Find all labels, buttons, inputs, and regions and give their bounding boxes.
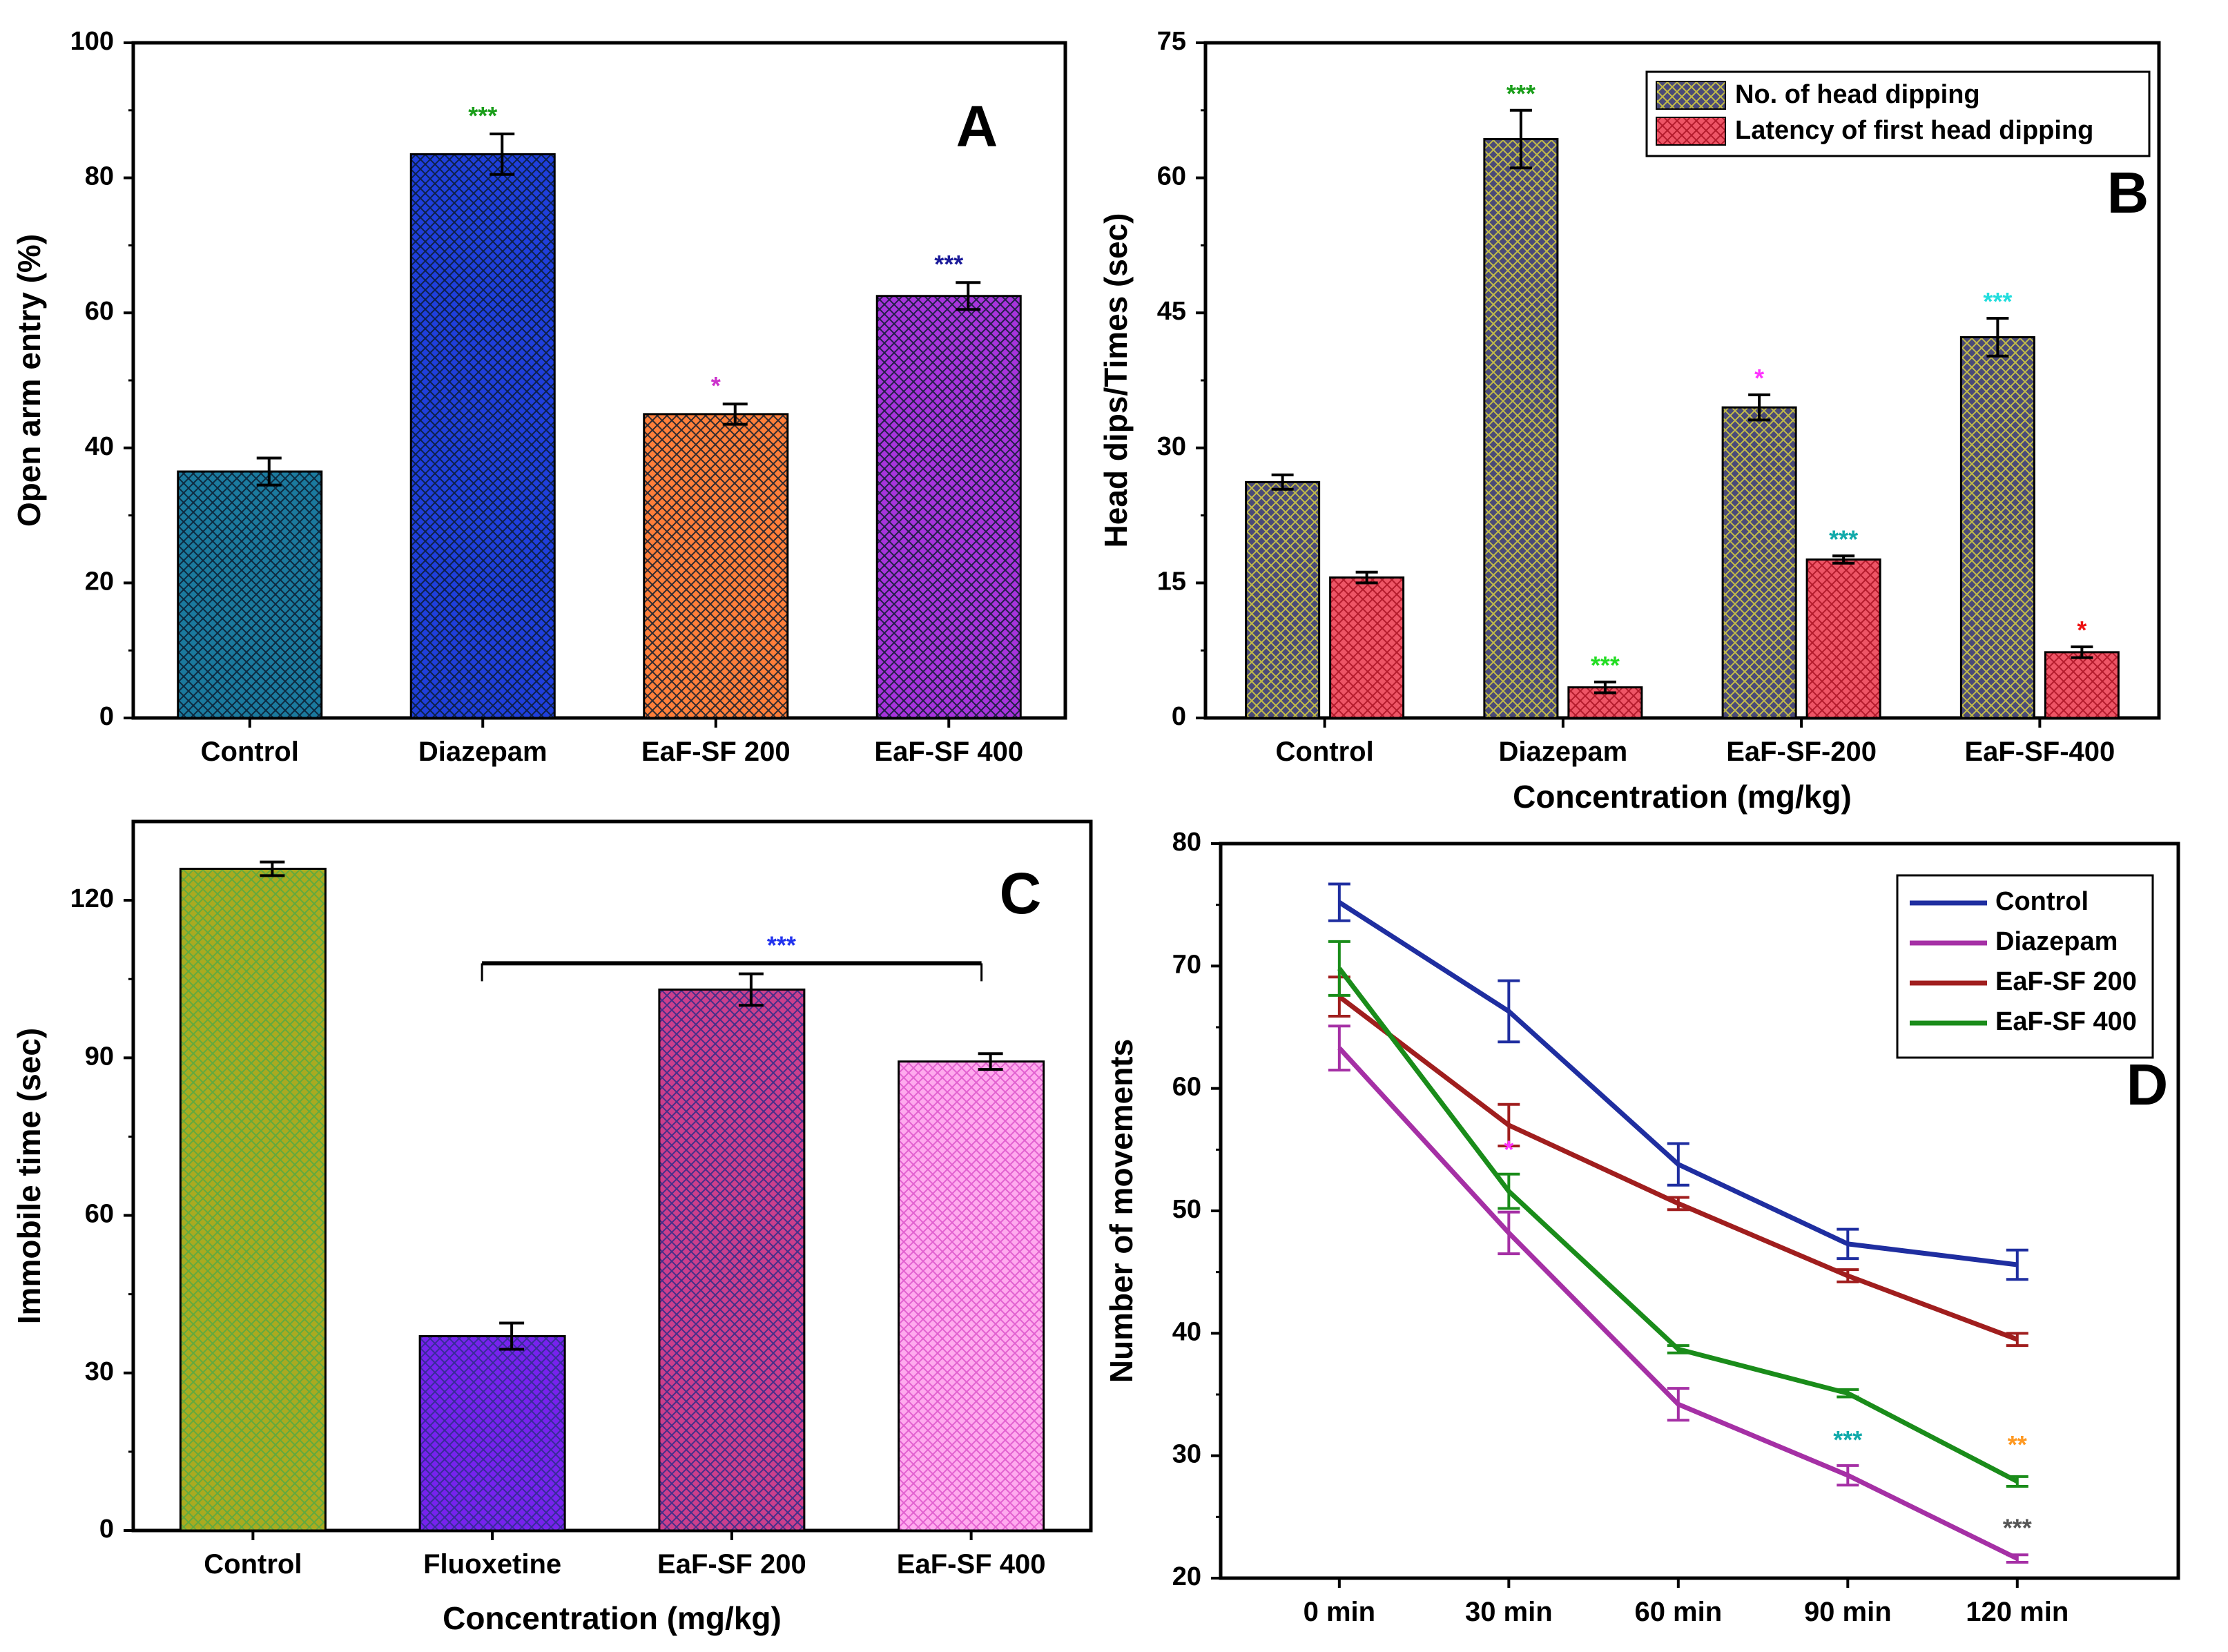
y-tick-label: 90 xyxy=(85,1042,114,1071)
x-tick-label: Control xyxy=(1276,737,1374,767)
bar xyxy=(1329,576,1405,719)
x-tick-label: 30 min xyxy=(1465,1597,1553,1627)
chart-panel-0: 0 20 40 60 80 100 Open arm entry (%) A Control Di… xyxy=(11,27,1067,767)
chart-panel-2: 0 30 60 90 120 Immobile time (sec) C Concentrat… xyxy=(11,819,1093,1636)
legend-box xyxy=(1896,874,2154,1059)
bar xyxy=(1483,138,1559,719)
y-axis-label: Open arm entry (%) xyxy=(11,234,47,527)
plot-frame xyxy=(131,819,1093,1533)
significance-label: *** xyxy=(1591,651,1620,679)
x-tick-label: EaF-SF-200 xyxy=(1726,737,1877,767)
bar xyxy=(177,470,323,719)
x-tick-label: EaF-SF 200 xyxy=(641,737,791,767)
y-tick-label: 0 xyxy=(99,1515,114,1544)
bar xyxy=(179,867,327,1532)
chart-panel-1: 0 15 30 45 60 75 Head dips/Times (sec) B Concent… xyxy=(1098,27,2161,815)
legend-label: Diazepam xyxy=(1995,927,2118,956)
significance-label: *** xyxy=(1829,525,1858,553)
x-tick-label: Control xyxy=(204,1549,302,1580)
y-axis-label: Immobile time (sec) xyxy=(11,1028,47,1324)
bar xyxy=(418,1335,566,1532)
significance-label: ** xyxy=(2008,1430,2027,1459)
bar xyxy=(409,153,556,719)
x-tick-label: Fluoxetine xyxy=(423,1549,561,1580)
significance-label: * xyxy=(1504,1136,1513,1164)
significance-label: *** xyxy=(1507,79,1536,108)
y-tick-label: 80 xyxy=(1172,828,1201,857)
y-tick-label: 60 xyxy=(85,1200,114,1229)
bar xyxy=(658,988,806,1532)
y-tick-label: 75 xyxy=(1157,27,1186,56)
y-tick-label: 120 xyxy=(70,884,114,913)
significance-label: *** xyxy=(1833,1426,1862,1454)
y-tick-label: 30 xyxy=(85,1357,114,1386)
legend-label: EaF-SF 200 xyxy=(1995,967,2137,996)
bar xyxy=(1959,336,2035,719)
y-axis-label: Head dips/Times (sec) xyxy=(1098,213,1134,548)
bar xyxy=(2044,651,2120,719)
x-tick-label: EaF-SF 400 xyxy=(897,1549,1046,1580)
legend-swatch xyxy=(1656,117,1726,146)
y-tick-label: 40 xyxy=(1172,1317,1201,1346)
x-tick-label: Diazepam xyxy=(1499,737,1628,767)
x-tick-label: Control xyxy=(201,737,299,767)
significance-label: * xyxy=(711,371,721,400)
significance-label: * xyxy=(1754,364,1764,392)
bar xyxy=(1245,480,1321,719)
x-axis-label: Concentration (mg/kg) xyxy=(443,1600,782,1636)
y-tick-label: 20 xyxy=(1172,1562,1201,1591)
significance-label: * xyxy=(2077,616,2086,644)
x-tick-label: EaF-SF 200 xyxy=(657,1549,806,1580)
x-tick-label: EaF-SF 400 xyxy=(874,737,1023,767)
x-tick-label: EaF-SF-400 xyxy=(1964,737,2115,767)
x-tick-label: Diazepam xyxy=(418,737,548,767)
legend-swatch xyxy=(1656,81,1726,110)
significance-label: *** xyxy=(767,931,796,959)
y-tick-label: 30 xyxy=(1157,432,1186,461)
y-tick-label: 40 xyxy=(85,432,114,461)
y-tick-label: 50 xyxy=(1172,1195,1201,1224)
y-tick-label: 45 xyxy=(1157,297,1186,326)
significance-label: *** xyxy=(468,101,497,130)
significance-label: *** xyxy=(2003,1514,2032,1542)
x-tick-label: 120 min xyxy=(1966,1597,2069,1627)
bar xyxy=(875,295,1022,719)
chart-panel-3: 20 30 40 50 60 70 80 Number of movements D 0 min 3… xyxy=(1103,828,2180,1627)
y-tick-label: 0 xyxy=(99,702,114,731)
y-axis-label: Number of movements xyxy=(1103,1039,1139,1383)
panel-label: D xyxy=(2127,1052,2169,1117)
y-tick-label: 60 xyxy=(85,297,114,326)
x-tick-label: 0 min xyxy=(1304,1597,1375,1627)
legend-label: Latency of first head dipping xyxy=(1735,116,2093,145)
significance-label: *** xyxy=(1983,287,2012,315)
y-tick-label: 20 xyxy=(85,567,114,596)
panel-label: B xyxy=(2107,160,2149,225)
y-tick-label: 60 xyxy=(1157,162,1186,191)
y-tick-label: 100 xyxy=(70,27,114,56)
y-tick-label: 30 xyxy=(1172,1440,1201,1469)
y-tick-label: 15 xyxy=(1157,567,1186,596)
x-axis-label: Concentration (mg/kg) xyxy=(1513,779,1852,815)
x-tick-label: 60 min xyxy=(1634,1597,1722,1627)
y-tick-label: 60 xyxy=(1172,1073,1201,1102)
legend-label: EaF-SF 400 xyxy=(1995,1007,2137,1036)
legend-label: No. of head dipping xyxy=(1735,80,1980,109)
bar xyxy=(643,413,789,719)
bar xyxy=(898,1060,1045,1532)
legend-box xyxy=(1645,70,2151,157)
y-tick-label: 0 xyxy=(1172,702,1186,731)
significance-label: *** xyxy=(934,250,963,278)
x-tick-label: 90 min xyxy=(1804,1597,1892,1627)
legend-label: Control xyxy=(1995,887,2089,916)
panel-label: A xyxy=(956,94,998,159)
panel-label: C xyxy=(1000,861,1042,926)
y-tick-label: 70 xyxy=(1172,950,1201,979)
bar xyxy=(1805,558,1881,719)
y-tick-label: 80 xyxy=(85,162,114,191)
bar xyxy=(1721,406,1797,719)
